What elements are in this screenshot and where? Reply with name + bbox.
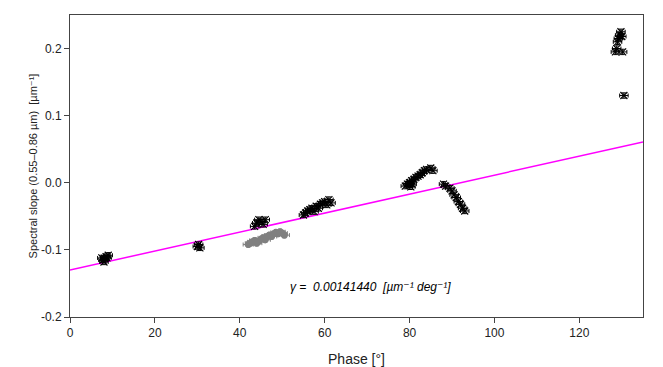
svg-text:60: 60: [318, 326, 332, 340]
svg-text:100: 100: [484, 326, 504, 340]
svg-text:40: 40: [233, 326, 247, 340]
svg-text:0.0: 0.0: [45, 176, 62, 190]
svg-text:0.2: 0.2: [45, 42, 62, 56]
svg-text:Phase [°]: Phase [°]: [328, 351, 385, 367]
svg-text:20: 20: [148, 326, 162, 340]
svg-text:Spectral slope (0.55–0.86 µm): Spectral slope (0.55–0.86 µm) [µm⁻¹]: [27, 74, 39, 259]
svg-text:80: 80: [403, 326, 417, 340]
svg-text:γ = 0.00141440 [µm⁻¹ deg⁻¹]: γ = 0.00141440 [µm⁻¹ deg⁻¹]: [290, 280, 451, 294]
svg-text:0: 0: [67, 326, 74, 340]
svg-text:120: 120: [569, 326, 589, 340]
svg-text:0.1: 0.1: [45, 109, 62, 123]
svg-text:-0.1: -0.1: [41, 243, 62, 257]
svg-text:-0.2: -0.2: [41, 310, 62, 324]
